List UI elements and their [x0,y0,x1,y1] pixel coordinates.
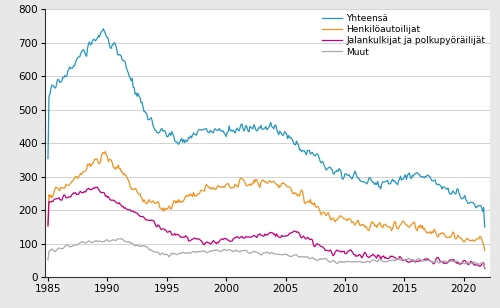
Henkilöautoilijat [102,150,108,153]
Henkilöautoilijat [438,231,444,235]
Henkilöautoilijat [261,179,267,183]
Legend: Yhteensä, Henkilöautoilijat, Jalankulkijat ja polkupyöräilijät, Muut: Yhteensä, Henkilöautoilijat, Jalankulkij… [322,14,486,57]
Line: Henkilöautoilijat: Henkilöautoilijat [48,152,484,250]
Muut [274,253,280,256]
Muut [261,251,267,255]
Yhteensä [232,131,238,135]
Line: Yhteensä: Yhteensä [48,29,484,227]
Yhteensä [45,157,51,160]
Henkilöautoilijat [356,221,362,224]
Yhteensä [438,184,444,188]
Muut [45,258,51,261]
Jalankulkijat ja polkupyöräilijät [272,232,278,236]
Yhteensä [100,27,106,31]
Line: Muut: Muut [48,238,484,267]
Yhteensä [261,127,267,131]
Jalankulkijat ja polkupyöräilijät [438,260,444,263]
Henkilöautoilijat [232,182,238,186]
Jalankulkijat ja polkupyöräilijät [356,253,362,257]
Muut [232,249,238,253]
Yhteensä [482,225,488,229]
Henkilöautoilijat [274,183,280,187]
Muut [356,260,362,264]
Muut [482,265,488,269]
Muut [118,237,124,240]
Jalankulkijat ja polkupyöräilijät [45,224,51,228]
Line: Jalankulkijat ja polkupyöräilijät: Jalankulkijat ja polkupyöräilijät [48,187,484,268]
Henkilöautoilijat [482,249,488,252]
Jalankulkijat ja polkupyöräilijät [274,234,280,238]
Muut [438,260,444,264]
Jalankulkijat ja polkupyöräilijät [261,234,267,238]
Jalankulkijat ja polkupyöräilijät [92,185,98,189]
Jalankulkijat ja polkupyöräilijät [232,236,238,239]
Yhteensä [274,130,280,134]
Yhteensä [272,124,278,128]
Jalankulkijat ja polkupyöräilijät [482,266,488,270]
Henkilöautoilijat [272,181,278,184]
Henkilöautoilijat [45,222,51,226]
Yhteensä [356,176,362,180]
Muut [272,252,278,256]
